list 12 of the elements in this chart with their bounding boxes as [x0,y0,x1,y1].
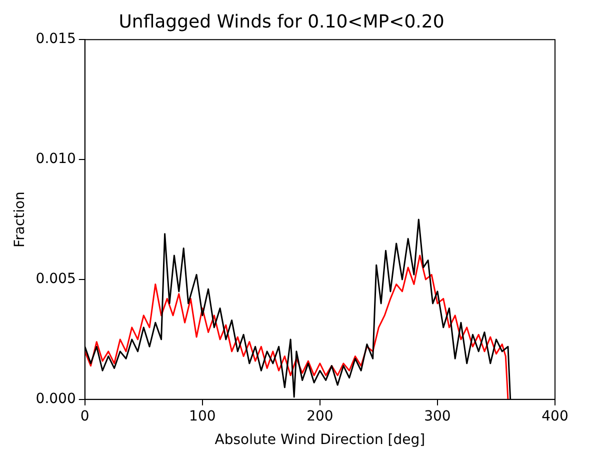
x-tick-label: 300 [424,408,451,424]
y-axis-title: Fraction [12,192,28,248]
chart-title: Unflagged Winds for 0.10<MP<0.20 [118,11,444,32]
y-tick-label: 0.005 [36,271,76,288]
x-tick-label: 400 [542,408,568,424]
y-tick-label: 0.010 [36,151,76,168]
x-tick-label: 200 [306,408,334,424]
y-tick-label: 0.015 [36,31,76,48]
y-tick-label: 0.000 [36,391,76,408]
x-tick-label: 100 [189,408,216,424]
x-tick-label: 0 [80,408,90,424]
x-axis-title: Absolute Wind Direction [deg] [214,432,426,448]
